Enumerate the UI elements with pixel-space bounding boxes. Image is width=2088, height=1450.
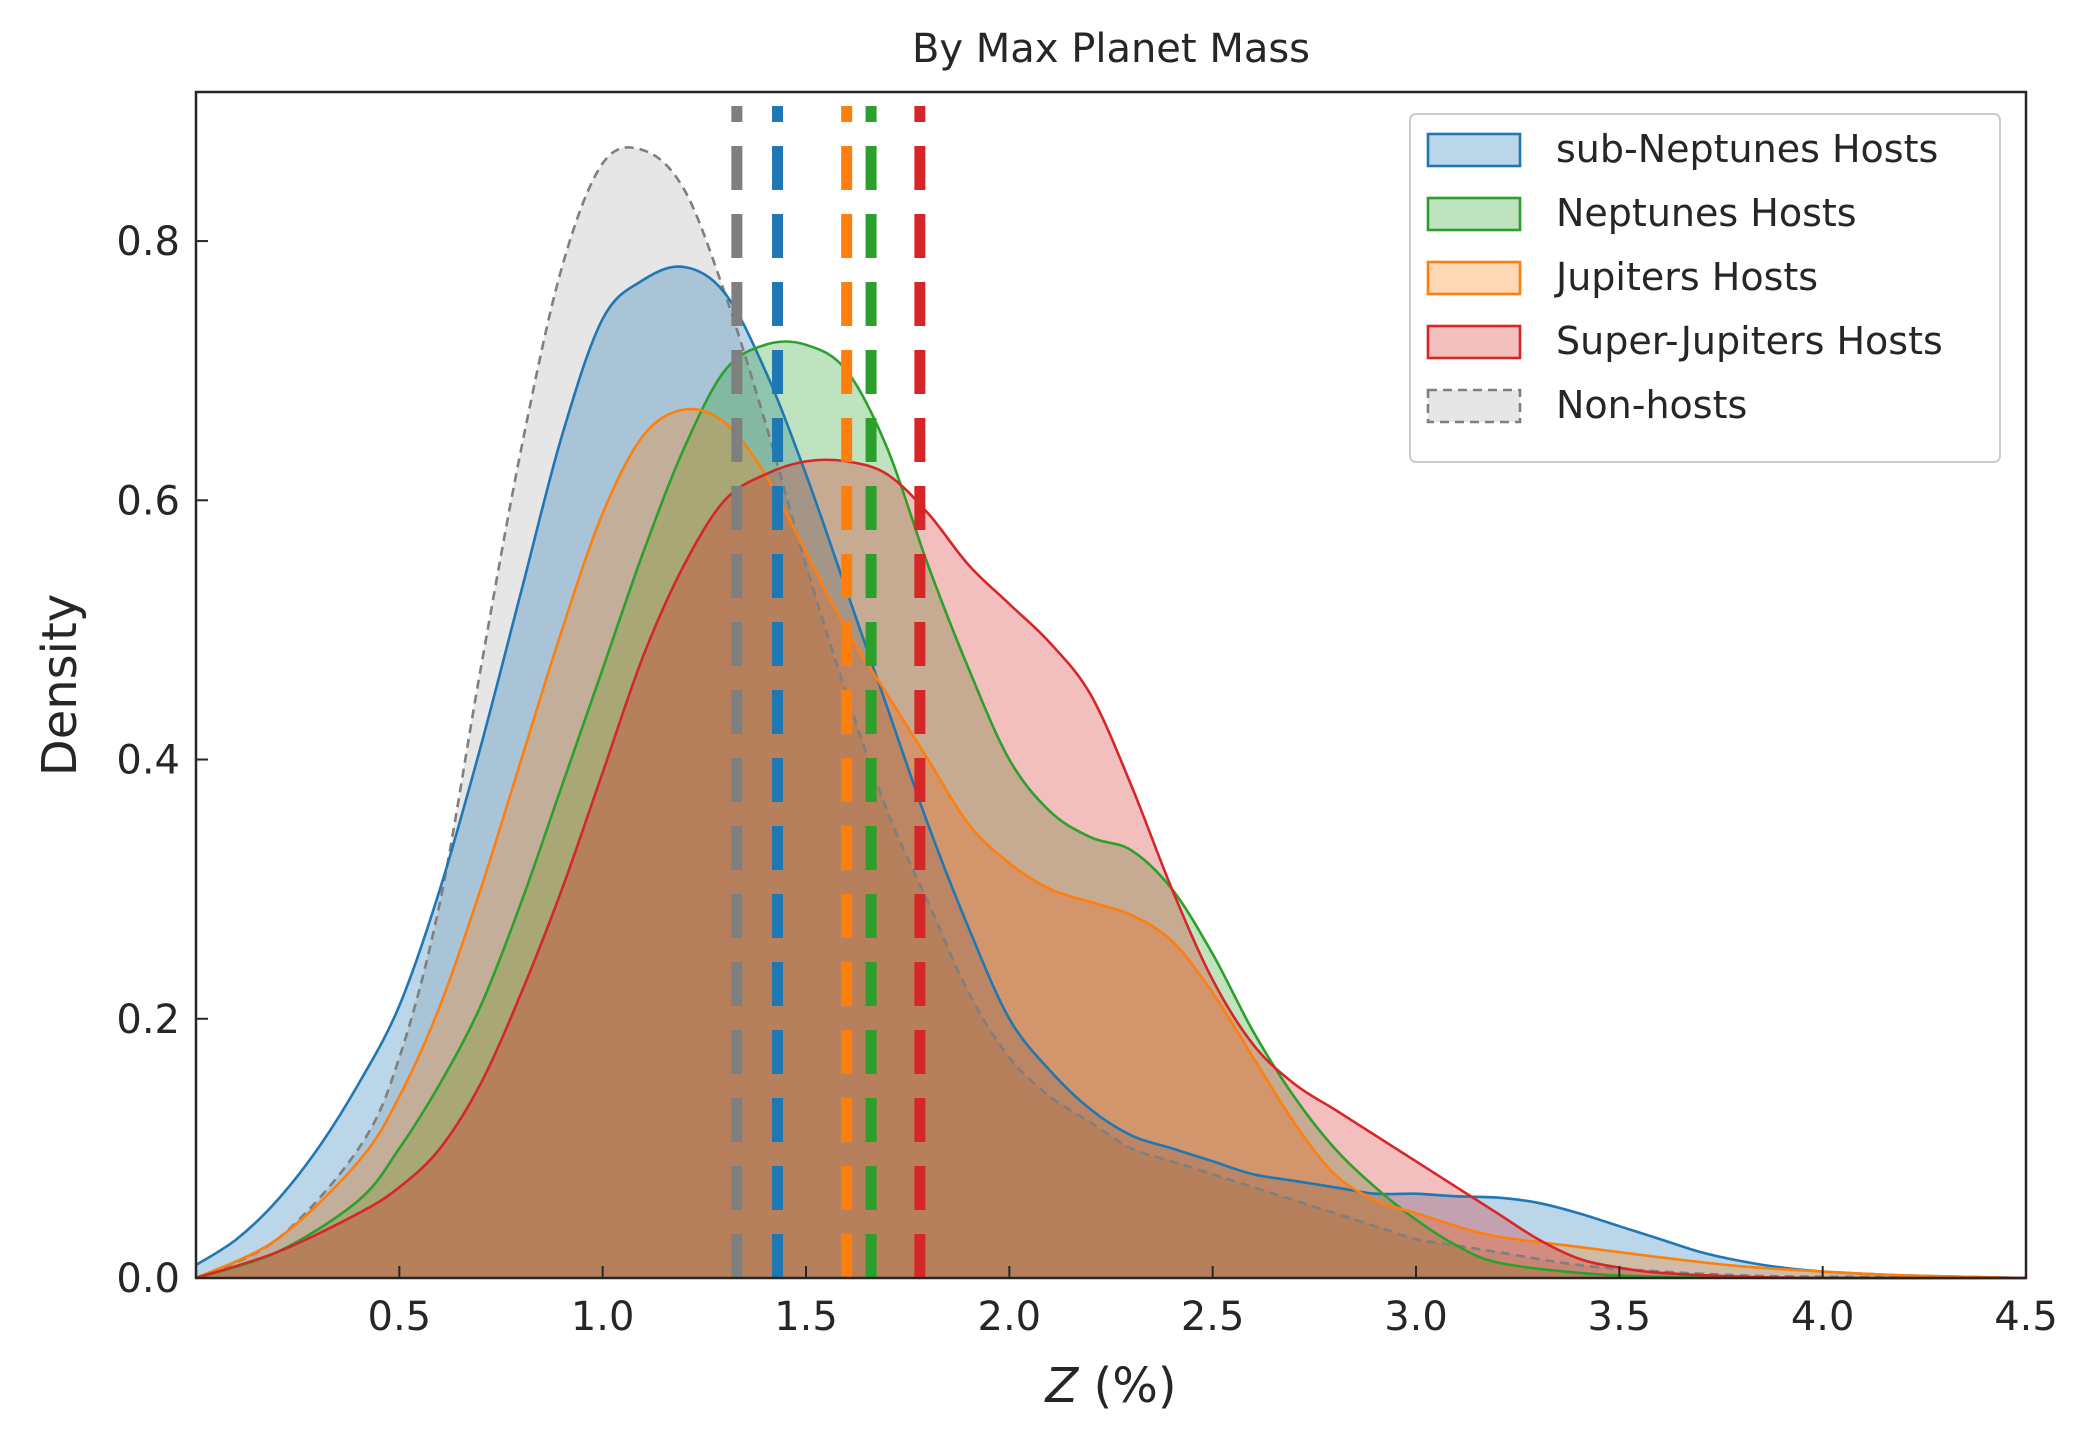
area-sub-neptunes-hosts xyxy=(196,266,2026,1278)
legend-label-super-jupiters-hosts: Super-Jupiters Hosts xyxy=(1556,319,1943,363)
legend-box xyxy=(1409,113,2001,463)
legend-swatch-non-hosts xyxy=(1426,388,1522,424)
area-super-jupiters-hosts xyxy=(196,459,2026,1279)
area-neptunes-hosts xyxy=(196,341,2026,1279)
y-tick-label: 0.6 xyxy=(116,478,180,524)
area-jupiters-hosts xyxy=(196,409,2026,1279)
x-tick-label: 3.5 xyxy=(1588,1294,1652,1340)
legend-label-jupiters-hosts: Jupiters Hosts xyxy=(1554,255,1818,299)
x-tick-label: 2.5 xyxy=(1181,1294,1245,1340)
legend-swatch-super-jupiters-hosts xyxy=(1426,324,1522,360)
legend: sub-Neptunes Hosts Neptunes Hosts Jupiters… xyxy=(1409,113,2001,463)
legend-swatch-neptunes-hosts xyxy=(1426,196,1522,232)
axis-ticks: 0.5 1.0 1.5 2.0 2.5 3.0 3.5 4.0 4.5 0.0 0.2 0.4 0.6 0… xyxy=(116,219,2057,1340)
y-axis-label: Density xyxy=(32,594,88,776)
curve-super-jupiters-hosts xyxy=(195,458,2027,1280)
density-fills xyxy=(196,147,2026,1279)
x-tick-label: 4.5 xyxy=(1994,1294,2058,1340)
x-axis-unit: (%) xyxy=(1078,1358,1176,1414)
x-tick-label: 1.0 xyxy=(571,1294,635,1340)
legend-swatch-sub-neptunes-hosts xyxy=(1426,132,1522,168)
curve-jupiters-hosts xyxy=(195,407,2027,1280)
y-tick-label: 0.0 xyxy=(116,1256,180,1302)
x-tick-label: 4.0 xyxy=(1791,1294,1855,1340)
median-lines xyxy=(731,106,926,1278)
area-non-hosts xyxy=(196,147,2026,1278)
legend-swatch-jupiters-hosts xyxy=(1426,260,1522,296)
y-tick-label: 0.2 xyxy=(116,997,180,1043)
x-tick-label: 3.0 xyxy=(1384,1294,1448,1340)
density-lines xyxy=(195,146,2027,1280)
x-tick-label: 1.5 xyxy=(774,1294,838,1340)
x-tick-label: 0.5 xyxy=(368,1294,432,1340)
curve-sub-neptunes-hosts xyxy=(195,265,2027,1280)
curve-non-hosts xyxy=(195,146,2027,1280)
legend-label-sub-neptunes-hosts: sub-Neptunes Hosts xyxy=(1556,127,1938,171)
y-tick-label: 0.8 xyxy=(116,219,180,265)
x-axis-variable: Z xyxy=(1043,1358,1079,1414)
chart-title: By Max Planet Mass xyxy=(912,26,1310,72)
legend-label-non-hosts: Non-hosts xyxy=(1556,383,1747,427)
y-tick-label: 0.4 xyxy=(116,738,180,784)
legend-label-neptunes-hosts: Neptunes Hosts xyxy=(1556,191,1857,235)
curve-neptunes-hosts xyxy=(195,340,2027,1280)
x-axis-label: Z (%) xyxy=(1043,1358,1176,1414)
plot-frame xyxy=(194,90,2028,1280)
x-tick-label: 2.0 xyxy=(978,1294,1042,1340)
